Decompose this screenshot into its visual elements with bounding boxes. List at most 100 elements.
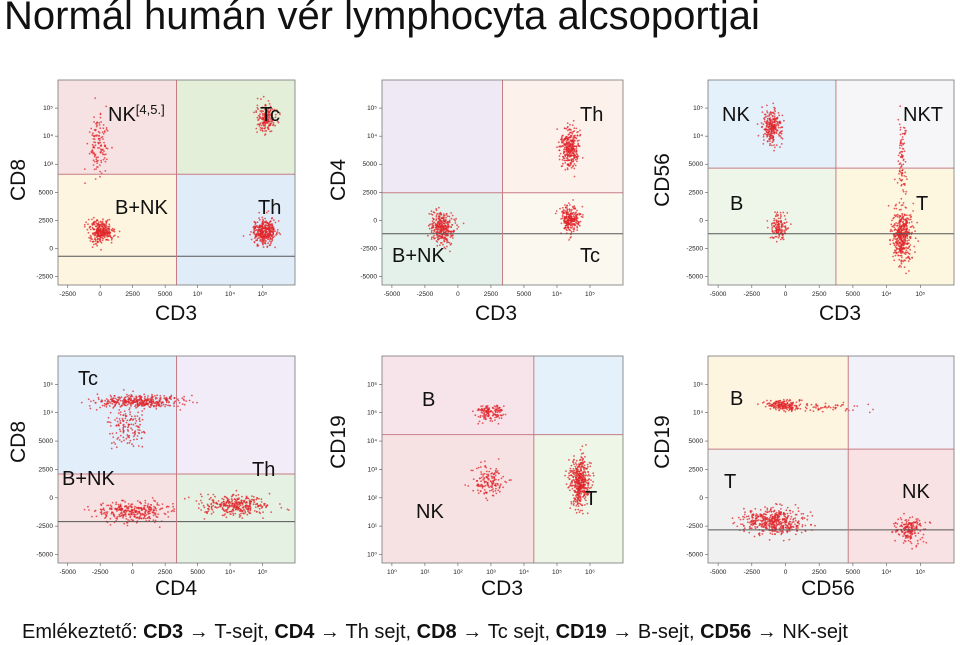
data-point bbox=[901, 132, 904, 135]
data-point bbox=[890, 228, 892, 231]
data-point bbox=[257, 244, 260, 247]
data-point bbox=[575, 214, 577, 216]
data-point bbox=[122, 400, 125, 403]
data-point bbox=[576, 134, 579, 137]
data-point bbox=[108, 400, 111, 403]
data-point bbox=[777, 223, 780, 226]
data-point bbox=[440, 231, 442, 234]
data-point bbox=[150, 504, 152, 506]
data-point bbox=[782, 211, 785, 214]
data-point bbox=[111, 229, 113, 232]
data-point bbox=[496, 413, 499, 416]
data-point bbox=[767, 133, 770, 136]
data-point bbox=[428, 223, 431, 226]
data-point bbox=[111, 403, 114, 405]
data-point bbox=[181, 397, 184, 400]
data-point bbox=[574, 462, 577, 464]
data-point bbox=[135, 506, 138, 509]
data-point bbox=[433, 237, 436, 240]
data-point bbox=[901, 136, 904, 138]
data-point bbox=[101, 136, 104, 138]
data-point bbox=[99, 406, 101, 409]
data-point bbox=[272, 227, 274, 230]
data-point bbox=[128, 513, 131, 516]
data-point bbox=[117, 399, 119, 402]
data-point bbox=[903, 132, 906, 135]
data-point bbox=[771, 226, 774, 229]
data-point bbox=[903, 242, 905, 244]
data-point bbox=[900, 142, 902, 145]
data-point bbox=[773, 115, 776, 118]
data-point bbox=[428, 227, 431, 230]
data-point bbox=[226, 511, 229, 514]
data-point bbox=[99, 145, 102, 147]
data-point bbox=[266, 222, 269, 225]
data-point bbox=[238, 497, 240, 500]
quadrant-bottom-right bbox=[176, 473, 295, 563]
quadrant-label-t: T bbox=[585, 488, 597, 510]
data-point bbox=[131, 401, 134, 403]
data-point bbox=[109, 411, 112, 414]
data-point bbox=[775, 213, 778, 216]
data-point bbox=[771, 228, 773, 230]
data-point bbox=[566, 138, 569, 141]
data-point bbox=[269, 230, 271, 233]
data-point bbox=[571, 217, 574, 220]
data-point bbox=[168, 401, 170, 403]
data-point bbox=[99, 170, 101, 173]
quadrant-bottom-left bbox=[382, 434, 534, 563]
data-point bbox=[430, 229, 433, 232]
data-point bbox=[776, 219, 778, 222]
data-point bbox=[185, 400, 188, 402]
data-point bbox=[581, 464, 583, 466]
data-point bbox=[275, 234, 277, 236]
data-point bbox=[781, 223, 784, 225]
data-point bbox=[92, 399, 95, 402]
data-point bbox=[273, 108, 276, 111]
data-point bbox=[104, 170, 107, 172]
data-point bbox=[781, 236, 783, 239]
data-point bbox=[126, 442, 129, 445]
data-point bbox=[144, 502, 147, 504]
data-point bbox=[152, 514, 155, 517]
data-point bbox=[575, 468, 578, 470]
data-point bbox=[578, 485, 581, 487]
data-point bbox=[102, 124, 105, 126]
data-point bbox=[570, 134, 572, 137]
data-point bbox=[102, 237, 105, 240]
data-point bbox=[568, 459, 570, 461]
data-point bbox=[260, 507, 263, 509]
data-point bbox=[111, 399, 114, 402]
data-point bbox=[586, 512, 589, 515]
data-point bbox=[565, 215, 568, 218]
data-point bbox=[146, 517, 149, 519]
data-point bbox=[113, 228, 116, 231]
data-point bbox=[569, 237, 572, 239]
data-point bbox=[773, 219, 775, 222]
data-point bbox=[115, 424, 118, 427]
data-point bbox=[777, 226, 780, 229]
data-point bbox=[900, 224, 903, 227]
data-point bbox=[443, 218, 445, 221]
data-point bbox=[101, 229, 104, 232]
data-point bbox=[786, 212, 789, 214]
data-point bbox=[573, 145, 576, 148]
data-point bbox=[784, 218, 787, 221]
data-point bbox=[101, 239, 104, 242]
data-point bbox=[118, 505, 120, 508]
y-tick-label: 10⁴ bbox=[367, 438, 377, 445]
data-point bbox=[108, 228, 111, 231]
data-point bbox=[449, 230, 452, 233]
data-point bbox=[261, 112, 264, 115]
data-point bbox=[106, 231, 109, 234]
data-point bbox=[241, 503, 244, 506]
data-point bbox=[95, 515, 98, 518]
data-point bbox=[906, 237, 909, 240]
data-point bbox=[276, 229, 279, 231]
data-point bbox=[172, 505, 175, 508]
data-point bbox=[116, 438, 119, 440]
data-point bbox=[769, 133, 772, 136]
data-point bbox=[109, 517, 112, 520]
data-point bbox=[262, 122, 264, 125]
data-point bbox=[93, 168, 96, 171]
